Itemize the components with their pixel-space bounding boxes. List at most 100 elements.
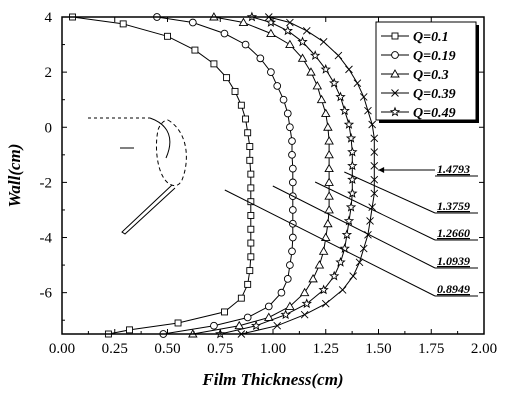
data-point [242, 115, 250, 123]
inset-arc-inner [149, 117, 171, 159]
annotation-label: 1.2660 [437, 226, 470, 240]
inset-dashed-ring [155, 119, 187, 187]
series-3 [237, 13, 379, 338]
legend-item-2: Q=0.3 [381, 68, 449, 83]
data-point [343, 119, 355, 129]
data-point [318, 284, 329, 295]
x-tick-label: 0.00 [49, 341, 75, 357]
y-tick-label: -2 [40, 175, 53, 191]
data-point [234, 320, 245, 330]
legend-label: Q=0.1 [413, 30, 449, 45]
y-axis-label: Wall(cm) [5, 144, 24, 208]
data-point [164, 32, 171, 40]
data-point [279, 95, 288, 104]
y-tick-label: -6 [40, 286, 53, 302]
data-point [237, 101, 245, 109]
data-point [312, 81, 323, 90]
data-point [302, 26, 311, 35]
data-point [366, 217, 374, 225]
data-point [347, 174, 358, 185]
inset-geometry-sketch [88, 117, 187, 235]
data-point [335, 91, 346, 102]
legend-marker [391, 32, 399, 40]
data-point [286, 123, 294, 132]
data-point [324, 177, 334, 186]
legend-label: Q=0.39 [413, 87, 456, 102]
data-point [324, 136, 334, 145]
data-point [247, 170, 255, 178]
data-point [282, 25, 293, 36]
data-point [306, 67, 316, 76]
data-point [288, 178, 297, 187]
data-point [283, 275, 292, 283]
series-1 [153, 13, 297, 338]
data-point [334, 51, 343, 60]
data-point [238, 17, 249, 26]
x-tick-label: 1.50 [365, 341, 391, 357]
series-line [220, 16, 353, 335]
x-tick-label: 1.00 [260, 341, 286, 357]
data-point [286, 18, 294, 27]
data-point [286, 261, 294, 269]
data-point [223, 74, 231, 82]
data-point [237, 294, 245, 302]
data-point [246, 143, 254, 151]
data-point [285, 301, 295, 310]
data-point [338, 286, 347, 294]
data-point [335, 256, 346, 267]
data-point [288, 137, 296, 145]
data-point [246, 267, 254, 275]
data-point [247, 212, 255, 219]
data-point [359, 244, 368, 253]
data-point [341, 229, 353, 240]
data-point [243, 313, 252, 322]
data-point [370, 134, 379, 143]
data-point [246, 156, 254, 164]
data-point [323, 122, 333, 131]
data-point [368, 203, 376, 212]
data-point [288, 233, 297, 242]
data-point [359, 93, 368, 101]
data-point [273, 82, 282, 90]
data-point [329, 270, 340, 281]
series-line [241, 16, 375, 335]
legend-item-0: Q=0.1 [381, 30, 449, 45]
data-point [320, 108, 331, 117]
x-tick-label: 0.50 [154, 341, 180, 357]
data-point [188, 18, 197, 27]
annotation-leader [272, 185, 436, 269]
data-point [347, 146, 358, 157]
data-point [288, 219, 297, 228]
data-point [277, 288, 286, 297]
series-line [72, 16, 252, 335]
legend-label: Q=0.3 [413, 68, 449, 83]
data-point [314, 260, 325, 269]
data-point [345, 65, 353, 74]
data-point [301, 298, 312, 309]
data-point [318, 246, 329, 255]
data-point [247, 184, 255, 192]
data-point [244, 129, 252, 137]
inset-tube [121, 184, 176, 235]
data-point [288, 247, 296, 256]
data-point [353, 79, 362, 87]
data-point [264, 302, 273, 311]
data-point [370, 189, 379, 198]
legend-item-1: Q=0.19 [381, 49, 456, 64]
annotation-leader [224, 189, 436, 297]
annotation-label: 1.4793 [437, 162, 470, 176]
data-point [264, 312, 274, 321]
data-point [339, 105, 350, 116]
legend-marker [391, 89, 399, 97]
data-point [244, 280, 252, 288]
x-tick-label: 1.75 [418, 341, 444, 357]
data-point [324, 149, 334, 159]
data-point [316, 94, 327, 104]
x-tick-label: 0.75 [207, 341, 233, 357]
legend-label: Q=0.19 [413, 49, 456, 64]
data-point [370, 175, 379, 184]
annotation-arrowhead [378, 167, 385, 173]
data-point [345, 201, 357, 212]
data-point [368, 120, 376, 129]
